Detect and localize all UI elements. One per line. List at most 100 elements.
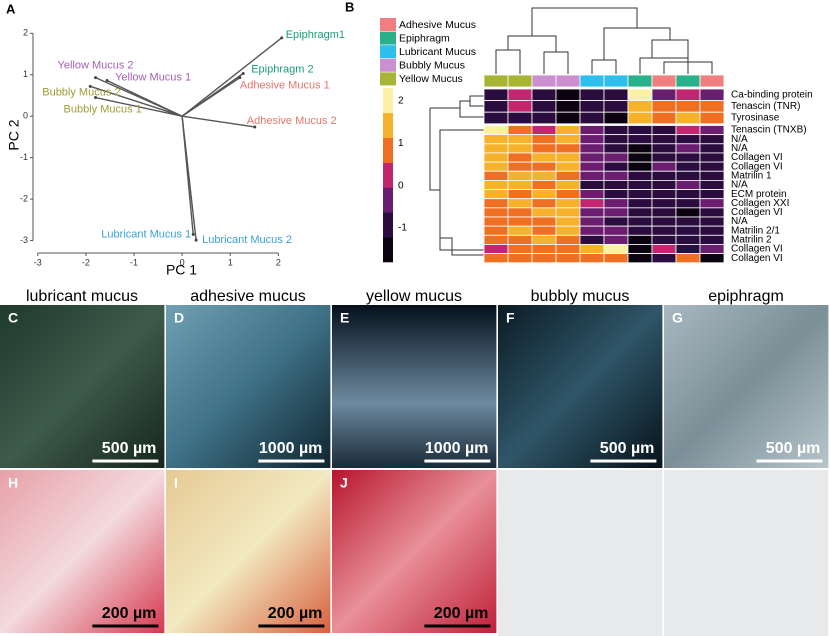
heatmap-cell <box>579 244 605 254</box>
heatmap-cell <box>651 152 677 163</box>
heatmap-cell <box>699 111 725 125</box>
heatmap-cell <box>627 216 653 227</box>
heatmap-cell <box>699 134 725 145</box>
row-label: Matrilin 2 <box>731 235 772 246</box>
legend-swatch <box>380 31 396 45</box>
column-annotation <box>675 74 701 88</box>
panel-letter: B <box>345 0 354 14</box>
row-label: N/A <box>731 180 748 191</box>
heatmap-cell <box>603 170 629 181</box>
heatmap-cell <box>579 161 605 172</box>
legend-label: Adhesive Mucus <box>399 19 476 31</box>
heatmap-cell <box>627 189 653 200</box>
heatmap-cell <box>555 253 581 264</box>
heatmap-cell <box>603 207 629 218</box>
heatmap-cell <box>603 143 629 154</box>
loading-arrow <box>181 77 241 117</box>
empty-panel <box>664 470 829 636</box>
heatmap-cell <box>531 179 557 190</box>
heatmap-cell <box>507 170 533 181</box>
heatmap-cell <box>483 234 509 245</box>
legend-label: Lubricant Mucus <box>399 46 476 58</box>
scale-bar-label: 500 µm <box>766 440 821 457</box>
row-label: N/A <box>731 216 748 227</box>
heatmap-cell <box>579 216 605 227</box>
row-label: Collagen VI <box>731 207 783 218</box>
loading-label: Yellow Mucus 1 <box>115 71 191 83</box>
heatmap-cell <box>507 244 533 254</box>
heatmap-cell <box>555 170 581 181</box>
heatmap-cell <box>507 253 533 264</box>
heatmap-cell <box>579 207 605 218</box>
heatmap-cell <box>651 100 677 113</box>
heatmap-cell <box>579 234 605 245</box>
heatmap-cell <box>699 216 725 227</box>
heatmap-cell <box>651 143 677 154</box>
heatmap-cell <box>675 179 701 190</box>
column-annotation <box>507 74 533 88</box>
heatmap-cell <box>651 234 677 245</box>
loading-arrow <box>90 85 183 117</box>
panel-letter: H <box>8 475 18 491</box>
heatmap-cell <box>675 189 701 200</box>
colorbar-label: 1 <box>398 138 404 149</box>
y-tick-label: -3 <box>20 235 28 245</box>
heatmap-cell <box>507 125 533 136</box>
scale-bar-label: 200 µm <box>102 605 157 622</box>
heatmap-cell <box>603 161 629 172</box>
heatmap-cell <box>627 161 653 172</box>
arrow-tip <box>94 96 98 100</box>
heatmap-cell <box>675 170 701 181</box>
heatmap-cell <box>699 198 725 209</box>
row-label: N/A <box>731 143 748 154</box>
x-tick-label: -1 <box>130 257 138 267</box>
scale-bar-label: 1000 µm <box>259 440 322 457</box>
heatmap-cell <box>627 225 653 236</box>
heatmap-cell <box>675 244 701 254</box>
panel-letter: J <box>340 475 348 491</box>
heatmap-cell <box>579 111 605 125</box>
heatmap-cell <box>531 170 557 181</box>
heatmap-cell <box>507 216 533 227</box>
micrograph <box>166 470 331 633</box>
heatmap-cell <box>675 161 701 172</box>
panel-letter: C <box>8 310 18 326</box>
panel-title: yellow mucus <box>366 288 462 305</box>
loading-label: Epiphragm 2 <box>251 63 313 75</box>
heatmap-cell <box>675 143 701 154</box>
heatmap-cell <box>675 88 701 102</box>
heatmap-cell <box>603 198 629 209</box>
x-tick-label: -2 <box>82 257 90 267</box>
heatmap-cell <box>555 152 581 163</box>
heatmap-cell <box>531 234 557 245</box>
legend-swatch <box>380 45 396 59</box>
heatmap-cell <box>675 125 701 136</box>
heatmap-cell <box>651 170 677 181</box>
y-axis-label: PC 2 <box>6 119 22 150</box>
heatmap-cell <box>627 179 653 190</box>
heatmap-cell <box>603 88 629 102</box>
heatmap-cell <box>531 207 557 218</box>
loading-arrow <box>181 116 197 241</box>
heatmap-cell <box>579 152 605 163</box>
micrograph <box>332 470 497 633</box>
heatmap-cell <box>579 88 605 102</box>
heatmap-cell <box>483 88 509 102</box>
panel-letter: A <box>6 1 16 16</box>
heatmap-cell <box>627 111 653 125</box>
row-label: Collagen VI <box>731 152 783 163</box>
column-annotation <box>555 74 581 88</box>
heatmap-cell <box>627 88 653 102</box>
row-label: Tyrosinase <box>731 113 780 124</box>
heatmap-cell <box>675 216 701 227</box>
arrow-tip <box>191 232 195 236</box>
heatmap-cell <box>555 179 581 190</box>
heatmap-cell <box>531 125 557 136</box>
heatmap-cell <box>651 189 677 200</box>
heatmap-cell <box>651 198 677 209</box>
heatmap-cell <box>483 100 509 113</box>
heatmap-cell <box>531 143 557 154</box>
colorbar-band <box>383 212 393 238</box>
arrow-tip <box>194 238 198 242</box>
